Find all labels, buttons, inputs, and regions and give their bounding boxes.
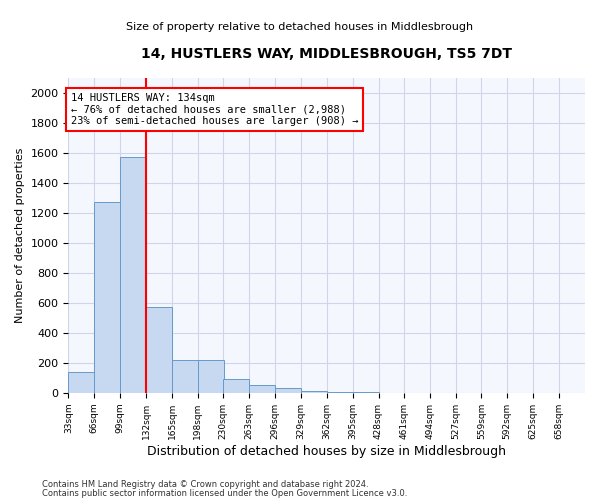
Bar xyxy=(249,386,275,393)
Text: Size of property relative to detached houses in Middlesbrough: Size of property relative to detached ho… xyxy=(127,22,473,32)
Title: 14, HUSTLERS WAY, MIDDLESBROUGH, TS5 7DT: 14, HUSTLERS WAY, MIDDLESBROUGH, TS5 7DT xyxy=(141,48,512,62)
Bar xyxy=(353,392,379,393)
Text: Contains public sector information licensed under the Open Government Licence v3: Contains public sector information licen… xyxy=(42,488,407,498)
Bar xyxy=(223,378,249,393)
Bar xyxy=(146,308,172,393)
Bar xyxy=(94,202,120,393)
Bar xyxy=(120,158,146,393)
Bar xyxy=(68,372,94,393)
Bar xyxy=(327,392,353,393)
X-axis label: Distribution of detached houses by size in Middlesbrough: Distribution of detached houses by size … xyxy=(147,444,506,458)
Bar xyxy=(198,360,224,393)
Bar xyxy=(301,390,327,393)
Bar xyxy=(172,360,198,393)
Y-axis label: Number of detached properties: Number of detached properties xyxy=(15,148,25,323)
Text: Contains HM Land Registry data © Crown copyright and database right 2024.: Contains HM Land Registry data © Crown c… xyxy=(42,480,368,489)
Bar xyxy=(275,388,301,393)
Text: 14 HUSTLERS WAY: 134sqm
← 76% of detached houses are smaller (2,988)
23% of semi: 14 HUSTLERS WAY: 134sqm ← 76% of detache… xyxy=(71,93,358,126)
